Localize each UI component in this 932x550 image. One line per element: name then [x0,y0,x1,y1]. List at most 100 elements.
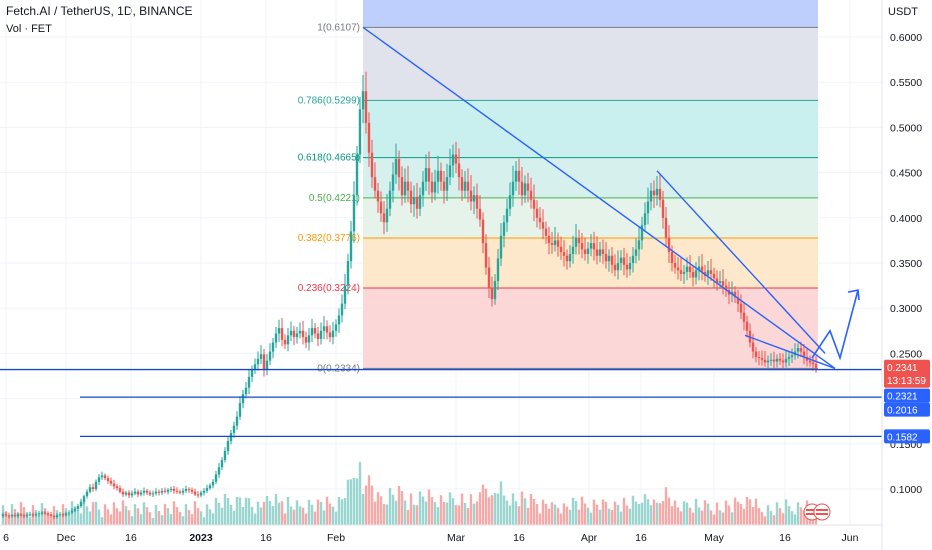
candle-body [247,376,251,388]
candle-body [277,328,281,334]
volume-bar [814,515,818,525]
candle-body [46,513,50,515]
candle-body [724,285,728,291]
x-tick-label: 6 [3,532,9,544]
volume-bar [28,517,32,525]
candle-body [517,170,521,182]
volume-bar [694,498,698,525]
volume-bar [607,508,611,525]
candle-body [10,515,14,517]
volume-bar [547,508,551,525]
candle-body [232,425,236,433]
volume-bar [760,512,764,525]
volume-bar [229,504,233,525]
candle-body [652,190,656,196]
volume-bar [643,494,647,525]
candle-body [706,270,710,276]
candle-body [244,387,248,395]
volume-bar [103,504,107,525]
time-axis[interactable]: 6 Dec 16 2023 16 Feb Mar 16 Apr 16 May 16 Jun [0,524,882,544]
candle-body [568,253,572,262]
volume-bar [553,504,557,525]
volume-bar [25,512,29,525]
candle-body [565,255,569,262]
candle-body [436,170,440,182]
candle-body [631,255,635,263]
candle-body [580,243,584,250]
volume-bar [571,497,575,525]
candle-body [349,231,353,262]
volume-bar [484,488,488,525]
candle-body [574,237,578,247]
volume-bar [250,506,254,525]
volume-bar [658,503,662,525]
trendline [656,170,826,354]
volume-bar [295,500,299,525]
volume-bar [736,501,740,525]
volume-bar [49,517,53,525]
candles [1,71,818,520]
candle-body [505,208,509,223]
price-axis[interactable]: 0.10000.15000.20000.25000.30000.35000.40… [881,0,922,550]
candle-body [295,333,299,338]
candle-body [784,358,788,363]
fibonacci-retracement[interactable]: 1(0.6107) 0.786(0.5299) 0.618(0.4665) 0.5(0… [298,0,818,374]
volume-bar [316,499,320,525]
candle-body [616,263,620,271]
candle-body [205,488,209,491]
volume-bar [160,515,164,525]
price-tags: 0.2341 13:13:59 0.2321 0.2016 0.1582 [884,359,930,444]
candle-body [433,181,437,193]
candle-body [28,514,32,516]
volume-bar [409,493,413,525]
x-tick-label: Dec [57,532,76,544]
support-tag-label: 0.2016 [887,406,918,417]
candle-body [148,492,152,495]
candle-body [256,358,260,365]
volume-bar [634,501,638,525]
candle-body [577,237,581,244]
candle-body [7,515,11,517]
candle-body [199,492,203,496]
flag-stripe [806,513,818,515]
candle-body [697,266,701,271]
volume-bar [328,503,332,525]
trendlines[interactable] [362,26,860,370]
candle-body [610,255,614,265]
volume-bar [184,504,188,525]
support-lines[interactable] [0,368,882,438]
candle-body [202,490,206,493]
candle-body [715,278,719,283]
candle-body [49,514,53,517]
candle-body [736,297,740,304]
volume-bar [661,501,665,525]
volume-bar [538,513,542,525]
candle-body [388,190,392,209]
support-tag [884,388,930,403]
volume-bar [376,492,380,525]
candle-body [547,235,551,244]
candle-body [802,351,806,358]
volume-bars [1,462,818,525]
candle-body [4,514,8,516]
candle-body [166,489,170,492]
candle-body [550,243,554,245]
candle-body [667,237,671,253]
event-icons[interactable] [803,503,831,521]
candle-body [763,359,767,363]
x-tick-label: 16 [513,532,525,544]
candle-body [193,491,197,495]
volume-bar [703,500,707,525]
candle-body [76,506,80,509]
volume-bar [778,508,782,525]
volume-bar [733,497,737,525]
candle-body [322,326,326,331]
volume-bar [37,515,41,525]
candle-body [103,475,107,479]
candle-body [385,208,389,223]
y-tick-label: 0.2500 [890,348,922,360]
volume-bar [502,495,506,525]
volume-bar [262,501,266,525]
candle-body [307,335,311,343]
